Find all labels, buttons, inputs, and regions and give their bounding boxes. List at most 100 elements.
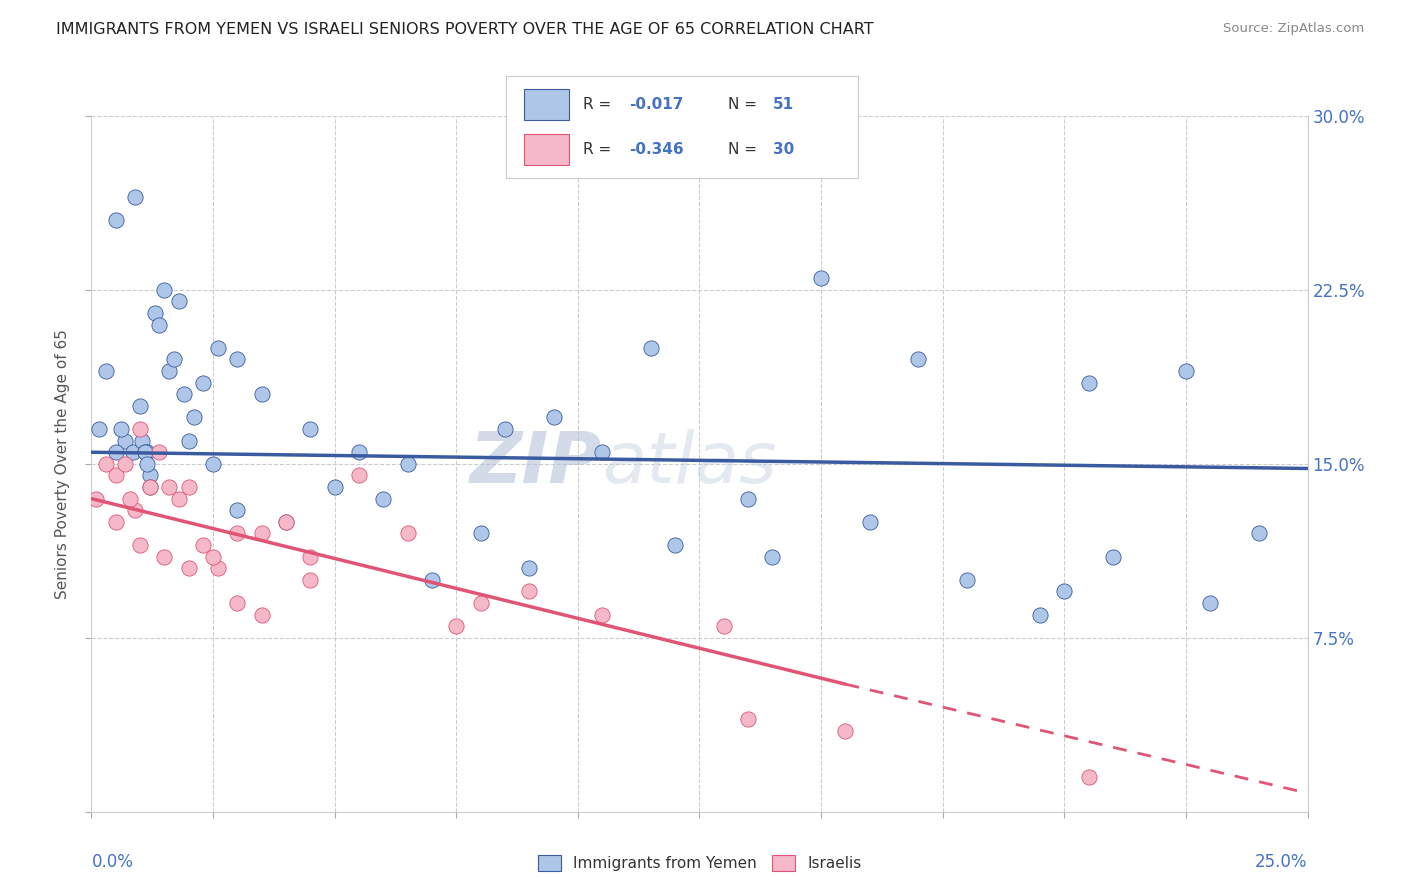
Point: [591, 445, 613, 459]
Point: [136, 457, 159, 471]
Point: [226, 503, 249, 517]
Point: [859, 515, 882, 529]
Point: [84, 491, 107, 506]
Point: [129, 538, 152, 552]
Point: [226, 352, 249, 367]
Point: [737, 491, 759, 506]
Point: [139, 480, 162, 494]
Point: [167, 294, 190, 309]
Point: [591, 607, 613, 622]
Point: [396, 457, 419, 471]
FancyBboxPatch shape: [524, 89, 569, 120]
Point: [1053, 584, 1076, 599]
Point: [207, 561, 229, 575]
Point: [177, 561, 200, 575]
Point: [347, 468, 370, 483]
Point: [1077, 376, 1099, 390]
Point: [131, 434, 153, 448]
Text: IMMIGRANTS FROM YEMEN VS ISRAELI SENIORS POVERTY OVER THE AGE OF 65 CORRELATION : IMMIGRANTS FROM YEMEN VS ISRAELI SENIORS…: [56, 22, 875, 37]
Point: [134, 445, 156, 459]
Point: [94, 457, 117, 471]
Point: [420, 573, 443, 587]
Text: R =: R =: [583, 142, 612, 157]
Point: [494, 422, 516, 436]
Point: [139, 468, 162, 483]
Point: [250, 526, 273, 541]
Point: [129, 422, 152, 436]
Point: [193, 376, 215, 390]
Point: [104, 468, 127, 483]
Point: [124, 503, 146, 517]
Point: [470, 596, 492, 610]
Point: [1247, 526, 1270, 541]
Text: Source: ZipAtlas.com: Source: ZipAtlas.com: [1223, 22, 1364, 36]
Point: [299, 573, 322, 587]
Point: [104, 445, 127, 459]
Text: 0.0%: 0.0%: [91, 854, 134, 871]
Point: [470, 526, 492, 541]
Point: [94, 364, 117, 378]
Point: [517, 561, 540, 575]
Point: [373, 491, 395, 506]
Point: [299, 422, 322, 436]
Point: [177, 480, 200, 494]
Text: 25.0%: 25.0%: [1256, 854, 1308, 871]
Point: [183, 410, 205, 425]
Point: [121, 445, 143, 459]
Point: [640, 341, 662, 355]
Y-axis label: Seniors Poverty Over the Age of 65: Seniors Poverty Over the Age of 65: [55, 329, 70, 599]
Text: N =: N =: [728, 142, 756, 157]
Point: [143, 306, 166, 320]
Point: [120, 491, 142, 506]
Point: [124, 190, 146, 204]
Point: [323, 480, 346, 494]
Point: [274, 515, 297, 529]
Point: [956, 573, 979, 587]
Text: ZIP: ZIP: [470, 429, 602, 499]
Point: [761, 549, 783, 564]
Point: [517, 584, 540, 599]
Point: [104, 515, 127, 529]
Point: [177, 434, 200, 448]
Point: [1102, 549, 1125, 564]
Point: [810, 271, 832, 285]
Point: [129, 399, 152, 413]
Point: [136, 445, 159, 459]
Point: [148, 445, 170, 459]
Point: [250, 607, 273, 622]
Point: [347, 445, 370, 459]
Text: 30: 30: [773, 142, 794, 157]
FancyBboxPatch shape: [524, 135, 569, 165]
Point: [543, 410, 565, 425]
Legend: Immigrants from Yemen, Israelis: Immigrants from Yemen, Israelis: [531, 849, 868, 877]
Point: [114, 434, 136, 448]
Text: 51: 51: [773, 97, 794, 112]
Point: [157, 364, 180, 378]
Point: [167, 491, 190, 506]
Point: [907, 352, 929, 367]
Point: [396, 526, 419, 541]
Point: [163, 352, 186, 367]
Point: [207, 341, 229, 355]
Point: [110, 422, 132, 436]
Text: R =: R =: [583, 97, 612, 112]
Point: [226, 596, 249, 610]
Point: [250, 387, 273, 401]
Point: [834, 723, 856, 738]
Point: [664, 538, 686, 552]
Point: [139, 480, 162, 494]
Point: [1029, 607, 1052, 622]
Text: N =: N =: [728, 97, 756, 112]
Point: [134, 445, 156, 459]
Point: [1077, 770, 1099, 784]
Point: [153, 549, 176, 564]
Point: [1175, 364, 1198, 378]
Text: -0.017: -0.017: [630, 97, 683, 112]
Point: [202, 549, 225, 564]
Point: [153, 283, 176, 297]
Point: [226, 526, 249, 541]
Point: [148, 318, 170, 332]
Point: [737, 712, 759, 726]
Point: [202, 457, 225, 471]
Point: [1199, 596, 1222, 610]
